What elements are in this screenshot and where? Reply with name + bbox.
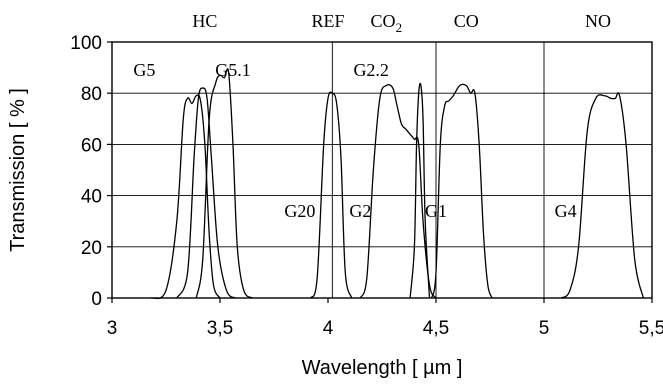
filter-label: G5.1 [215, 60, 251, 80]
x-tick-label: 5,5 [639, 318, 663, 339]
filter-curve-g5 [150, 94, 221, 300]
filter-curve-g1 [431, 83, 493, 299]
filter-curve-g2.2 [409, 82, 431, 299]
y-tick-label: 0 [91, 289, 102, 310]
x-tick-label: 4 [323, 318, 334, 339]
axis-ticks [107, 41, 653, 303]
filter-curve-g20 [310, 91, 353, 299]
filter-curve-g2 [359, 84, 437, 299]
filter-label: G2.2 [353, 60, 389, 80]
x-tick-label: 3,5 [207, 318, 233, 339]
curves [150, 68, 644, 300]
band-label: NO [585, 11, 611, 31]
y-tick-label: 100 [70, 33, 102, 54]
x-tick-label: 5 [539, 318, 550, 339]
y-tick-label: 80 [81, 84, 102, 105]
y-axis-title: Transmission [ % ] [7, 88, 29, 252]
band-label: HC [192, 11, 217, 31]
plot-frame [111, 41, 653, 299]
x-tick-label: 3 [107, 318, 118, 339]
filter-curve-g5.1 [195, 68, 253, 299]
y-tick-label: 60 [81, 135, 102, 156]
filter-curve [176, 87, 236, 299]
filter-label: G20 [284, 201, 315, 221]
filter-label: G2 [349, 201, 371, 221]
filter-label: G4 [555, 201, 577, 221]
filter-label: G1 [425, 201, 447, 221]
x-tick-label: 4,5 [423, 318, 449, 339]
labels: 0 20 40 60 80 100 3 3,5 4 4,5 5 5,5 HC REF CO2 CO NO G5 G5… [70, 11, 663, 339]
y-tick-label: 20 [81, 238, 102, 259]
band-label: CO [454, 11, 479, 31]
filter-curve-g4 [560, 92, 644, 299]
x-axis-title: Wavelength [ µm ] [302, 357, 463, 379]
band-label: REF [311, 11, 344, 31]
filter-label: G5 [133, 60, 155, 80]
band-label: CO2 [371, 11, 403, 35]
y-tick-label: 40 [81, 187, 102, 208]
